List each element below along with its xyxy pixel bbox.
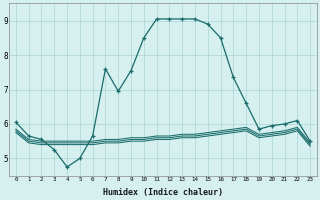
X-axis label: Humidex (Indice chaleur): Humidex (Indice chaleur) xyxy=(103,188,223,197)
